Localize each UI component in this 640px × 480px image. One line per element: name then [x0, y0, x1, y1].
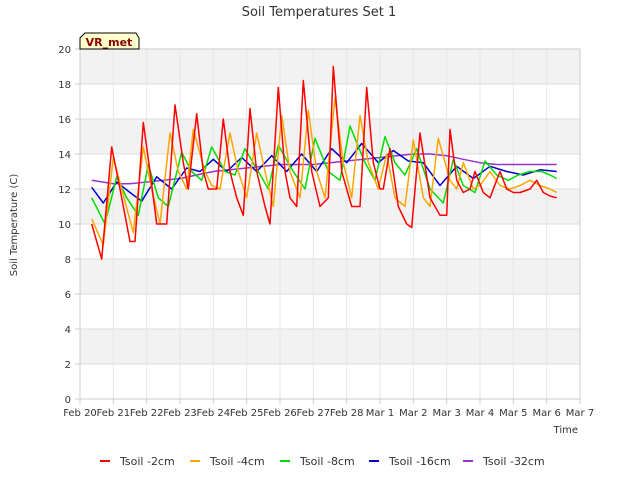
plot-band — [80, 259, 580, 294]
vr-met-badge: VR_met — [79, 32, 140, 50]
series-layer — [90, 65, 558, 260]
x-tick-label: Feb 20 — [63, 408, 97, 419]
badge-shape — [79, 32, 140, 50]
legend-entry: Tsoil -16cm — [369, 455, 451, 468]
x-tick-label: Feb 24 — [197, 408, 231, 419]
legend-label: Tsoil -4cm — [209, 455, 265, 468]
x-tick-label: Mar 5 — [499, 408, 527, 419]
x-tick-label: Feb 22 — [130, 408, 164, 419]
series-line-tsoilm4cm — [91, 97, 558, 246]
x-tick-label: Feb 27 — [297, 408, 331, 419]
plot-band — [80, 364, 580, 399]
y-tick-label: 4 — [65, 325, 71, 336]
badge-label: VR_met — [86, 36, 133, 49]
y-tick-label: 16 — [58, 115, 71, 126]
x-tick-label: Mar 2 — [399, 408, 427, 419]
x-axis-label: Time — [553, 425, 578, 436]
y-axis-label: Soil Temperature (C) — [9, 174, 20, 277]
x-tick-label: Mar 3 — [432, 408, 460, 419]
legend-entry: Tsoil -2cm — [100, 455, 175, 468]
y-tick-label: 20 — [58, 45, 71, 56]
x-tick-label: Mar 6 — [532, 408, 560, 419]
legend-label: Tsoil -8cm — [299, 455, 355, 468]
y-tick-label: 12 — [58, 185, 71, 196]
x-tick-label: Feb 21 — [97, 408, 131, 419]
legend-label: Tsoil -32cm — [482, 455, 545, 468]
y-tick-label: 6 — [65, 290, 71, 301]
series-line-tsoilm2cm — [90, 65, 557, 260]
legend-label: Tsoil -16cm — [388, 455, 451, 468]
plot-band — [80, 84, 580, 119]
x-tick-label: Feb 28 — [330, 408, 364, 419]
x-tick-labels: Feb 20 Feb 21 Feb 22 Feb 23 Feb 24 Feb 25 Feb … — [63, 399, 594, 419]
plot-band — [80, 294, 580, 329]
y-tick-label: 18 — [58, 80, 71, 91]
x-tick-label: Mar 4 — [466, 408, 494, 419]
plot-band — [80, 329, 580, 364]
legend-entry: Tsoil -8cm — [280, 455, 355, 468]
legend-entry: Tsoil -4cm — [190, 455, 265, 468]
x-tick-label: Feb 25 — [230, 408, 264, 419]
series-line-tsoilm16cm — [91, 142, 557, 204]
x-tick-label: Feb 23 — [163, 408, 197, 419]
y-tick-labels: 0 2 4 6 8 10 12 14 16 18 20 — [58, 45, 80, 406]
legend-label: Tsoil -2cm — [119, 455, 175, 468]
y-tick-label: 2 — [65, 360, 71, 371]
chart-title: Soil Temperatures Set 1 — [242, 5, 397, 20]
plot-band — [80, 49, 580, 84]
x-tick-label: Mar 7 — [566, 408, 594, 419]
y-tick-label: 0 — [65, 395, 71, 406]
plot-band — [80, 224, 580, 259]
x-tick-label: Mar 1 — [366, 408, 394, 419]
y-tick-label: 14 — [58, 150, 71, 161]
x-tick-label: Feb 26 — [263, 408, 297, 419]
y-tick-label: 10 — [58, 220, 71, 231]
legend-entry: Tsoil -32cm — [463, 455, 545, 468]
legend: Tsoil -2cm Tsoil -4cm Tsoil -8cm Tsoil -16c… — [100, 455, 545, 468]
y-tick-label: 8 — [65, 255, 71, 266]
